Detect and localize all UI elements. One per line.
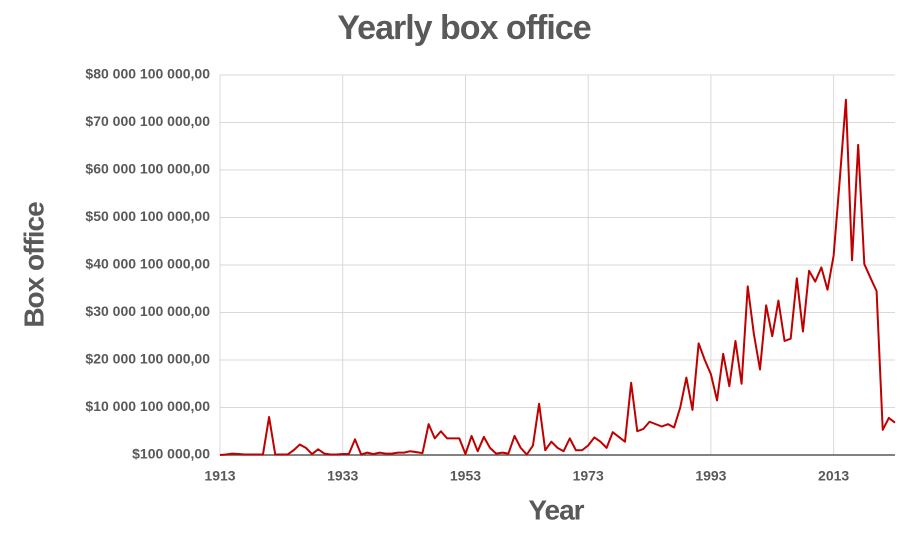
x-tick-label: 1973 [573,468,604,484]
x-tick-label: 1933 [327,468,358,484]
x-tick-label: 1953 [450,468,481,484]
x-tick-label: 1913 [204,468,235,484]
y-tick-label: $10 000 100 000,00 [85,398,210,414]
y-tick-label: $100 000,00 [132,446,210,462]
y-tick-label: $20 000 100 000,00 [85,351,210,367]
y-tick-label: $70 000 100 000,00 [85,113,210,129]
y-axis-title: Box office [18,202,49,328]
y-tick-label: $40 000 100 000,00 [85,256,210,272]
y-tick-label: $60 000 100 000,00 [85,161,210,177]
data-line [219,98,896,456]
y-tick-label: $50 000 100 000,00 [85,208,210,224]
y-tick-label: $30 000 100 000,00 [85,303,210,319]
y-tick-label: $80 000 100 000,00 [85,66,210,82]
chart-title: Yearly box office [337,9,590,47]
x-tick-label: 2013 [818,468,849,484]
x-axis-title: Year [528,494,584,525]
x-tick-label: 1993 [695,468,726,484]
